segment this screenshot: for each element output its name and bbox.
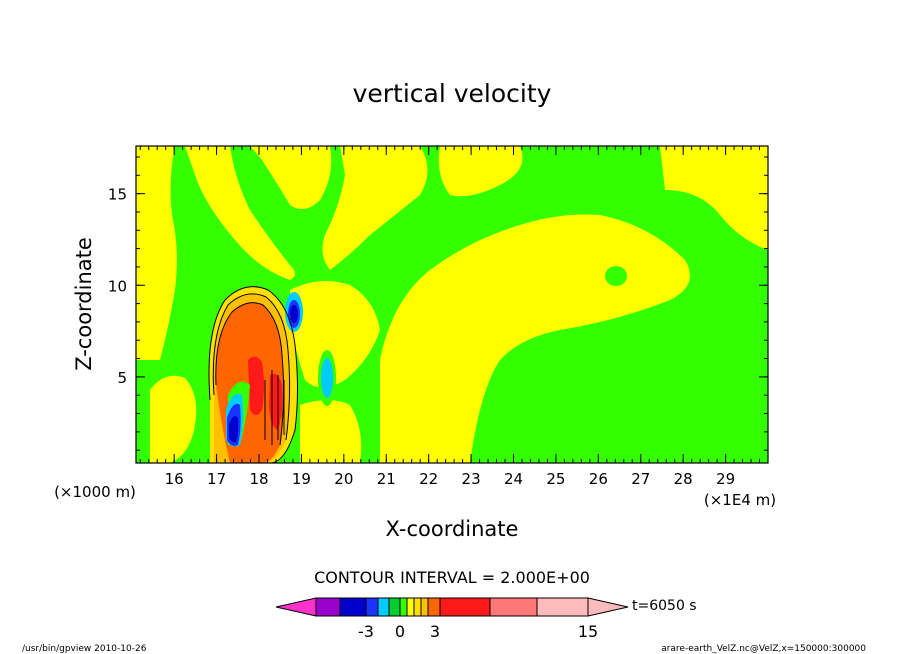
colorbar-labels: -3 0 3 15	[358, 622, 598, 641]
x-tick-label: 19	[292, 470, 311, 488]
x-tick-label: 29	[716, 470, 735, 488]
colorbar-segment	[420, 597, 429, 617]
x-tick-label: 25	[546, 470, 565, 488]
time-label: t=6050 s	[632, 598, 697, 614]
x-tick-label: 17	[207, 470, 226, 488]
y-tick-label: 15	[108, 186, 127, 204]
contour-positive-region	[136, 146, 177, 360]
contour-positive-region	[660, 146, 768, 250]
colorbar-segment	[399, 597, 408, 617]
contour-positive-region	[250, 146, 332, 209]
colorbar-label: 15	[578, 622, 598, 641]
x-axis-label: X-coordinate	[386, 517, 519, 541]
colorbar-segment	[427, 597, 441, 617]
colorbar-segment	[388, 597, 401, 617]
contour-positive-region	[322, 146, 428, 270]
colorbar-arrow-high	[587, 597, 629, 617]
y-tick-label: 10	[108, 277, 127, 295]
y-unit-label: (×1000 m)	[54, 483, 136, 501]
x-tick-label: 24	[504, 470, 523, 488]
contour-positive-region	[438, 146, 523, 197]
footer-left: /usr/bin/gpview 2010-10-26	[22, 644, 147, 654]
x-unit-label: (×1E4 m)	[704, 491, 776, 509]
x-tick-label: 18	[249, 470, 268, 488]
colorbar	[275, 597, 629, 617]
x-tick-label: 23	[462, 470, 481, 488]
colorbar-segment	[339, 597, 367, 617]
y-tick-labels: 5 10 15	[108, 186, 127, 387]
x-tick-label: 26	[589, 470, 608, 488]
colorbar-segment	[439, 597, 491, 617]
colorbar-label: -3	[358, 622, 374, 641]
colorbar-segment	[377, 597, 390, 617]
x-tick-label: 22	[419, 470, 438, 488]
contour-positive-region	[290, 281, 380, 388]
contour-field	[136, 146, 768, 463]
contour-lines	[208, 286, 298, 463]
colorbar-segment	[489, 597, 538, 617]
contour-core-region	[248, 356, 264, 415]
contour-interval-label: CONTOUR INTERVAL = 2.000E+00	[314, 568, 590, 587]
footer-right: arare-earth_VelZ.nc@VelZ,x=150000:300000	[661, 644, 866, 654]
x-tick-label: 21	[377, 470, 396, 488]
x-tick-label: 28	[674, 470, 693, 488]
colorbar-segment	[365, 597, 379, 617]
axis-ticks	[136, 146, 769, 463]
colorbar-segment	[406, 597, 415, 617]
plot-frame	[135, 145, 769, 464]
colorbar-arrow-low	[275, 597, 317, 617]
y-axis-label: Z-coordinate	[72, 237, 96, 371]
x-tick-label: 16	[165, 470, 184, 488]
contour-negative-region	[321, 358, 333, 398]
x-tick-label: 27	[631, 470, 650, 488]
colorbar-segment	[413, 597, 422, 617]
colorbar-label: 0	[395, 622, 405, 641]
contour-positive-region	[185, 146, 295, 280]
chart-title: vertical velocity	[353, 79, 552, 108]
colorbar-segment	[315, 597, 341, 617]
colorbar-label: 3	[430, 622, 440, 641]
x-tick-label: 20	[334, 470, 353, 488]
contour-positive-region	[150, 375, 197, 463]
contour-local-region	[605, 266, 627, 286]
colorbar-segment	[536, 597, 589, 617]
y-tick-label: 5	[117, 369, 127, 387]
x-tick-labels: 16 17 18 19 20 21 22 23 24 25 26 27 28 29	[165, 470, 736, 488]
contour-min-region	[229, 416, 239, 443]
contour-positive-region	[300, 400, 362, 463]
contour-min-region	[290, 305, 298, 323]
